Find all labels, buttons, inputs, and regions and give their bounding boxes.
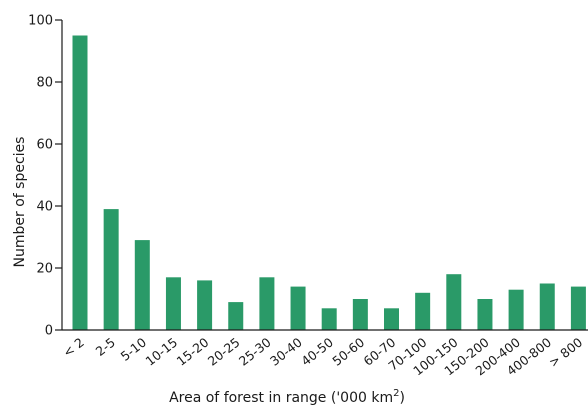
bar-12 <box>446 274 462 330</box>
x-axis-title-main: Area of forest in range ('000 km <box>169 390 393 406</box>
y-tick-label: 0 <box>45 324 53 339</box>
bar-2 <box>134 240 150 330</box>
bar-6 <box>259 277 275 330</box>
bar-16 <box>570 286 586 330</box>
x-category-label: 50-60 <box>329 335 367 369</box>
bar-1 <box>103 209 119 330</box>
x-category-label: > 800 <box>546 335 585 370</box>
x-axis-title-suffix: ) <box>399 390 404 406</box>
x-axis-title-superscript: 2 <box>393 388 399 399</box>
y-ticks: 0 20 40 60 80 100 <box>28 14 62 339</box>
bar-13 <box>477 299 493 330</box>
bar-11 <box>415 292 431 330</box>
bar-0 <box>72 35 88 330</box>
x-category-label: 2-5 <box>93 335 118 359</box>
x-category-label: 15-20 <box>174 335 212 369</box>
y-tick-label: 60 <box>36 138 53 153</box>
x-category-label: < 2 <box>60 335 87 361</box>
x-category-labels: < 2 2-5 5-1010-1515-2020-2525-3030-4040-50… <box>60 335 585 379</box>
y-tick-label: 20 <box>36 262 53 277</box>
bar-10 <box>384 308 399 330</box>
y-tick-label: 40 <box>36 200 53 215</box>
x-axis-title: Area of forest in range ('000 km2) <box>169 388 405 406</box>
bar-3 <box>165 277 181 330</box>
bar-7 <box>290 286 306 330</box>
bar-5 <box>228 302 244 330</box>
x-category-label: 40-50 <box>298 335 336 369</box>
y-axis-title: Number of species <box>12 137 28 268</box>
x-category-label: 30-40 <box>267 335 305 369</box>
x-category-label: 10-15 <box>142 335 180 369</box>
bar-9 <box>352 299 368 330</box>
y-tick-label: 80 <box>36 76 53 91</box>
bars <box>72 35 586 330</box>
x-category-label: 25-30 <box>236 335 274 369</box>
bar-14 <box>508 289 524 330</box>
bar-4 <box>197 280 213 330</box>
y-tick-label: 100 <box>28 14 53 29</box>
x-category-label: 20-25 <box>205 335 243 369</box>
bar-15 <box>539 283 555 330</box>
bar-8 <box>321 308 337 330</box>
